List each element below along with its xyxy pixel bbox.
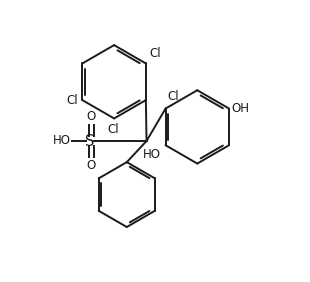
Text: Cl: Cl (67, 94, 78, 107)
Text: Cl: Cl (107, 123, 118, 136)
Text: Cl: Cl (149, 47, 161, 60)
Text: S: S (86, 133, 95, 149)
Text: O: O (86, 110, 96, 123)
Text: OH: OH (232, 102, 250, 115)
Text: HO: HO (52, 135, 70, 147)
Text: Cl: Cl (167, 91, 179, 103)
Text: HO: HO (143, 148, 161, 161)
Text: O: O (86, 159, 96, 172)
